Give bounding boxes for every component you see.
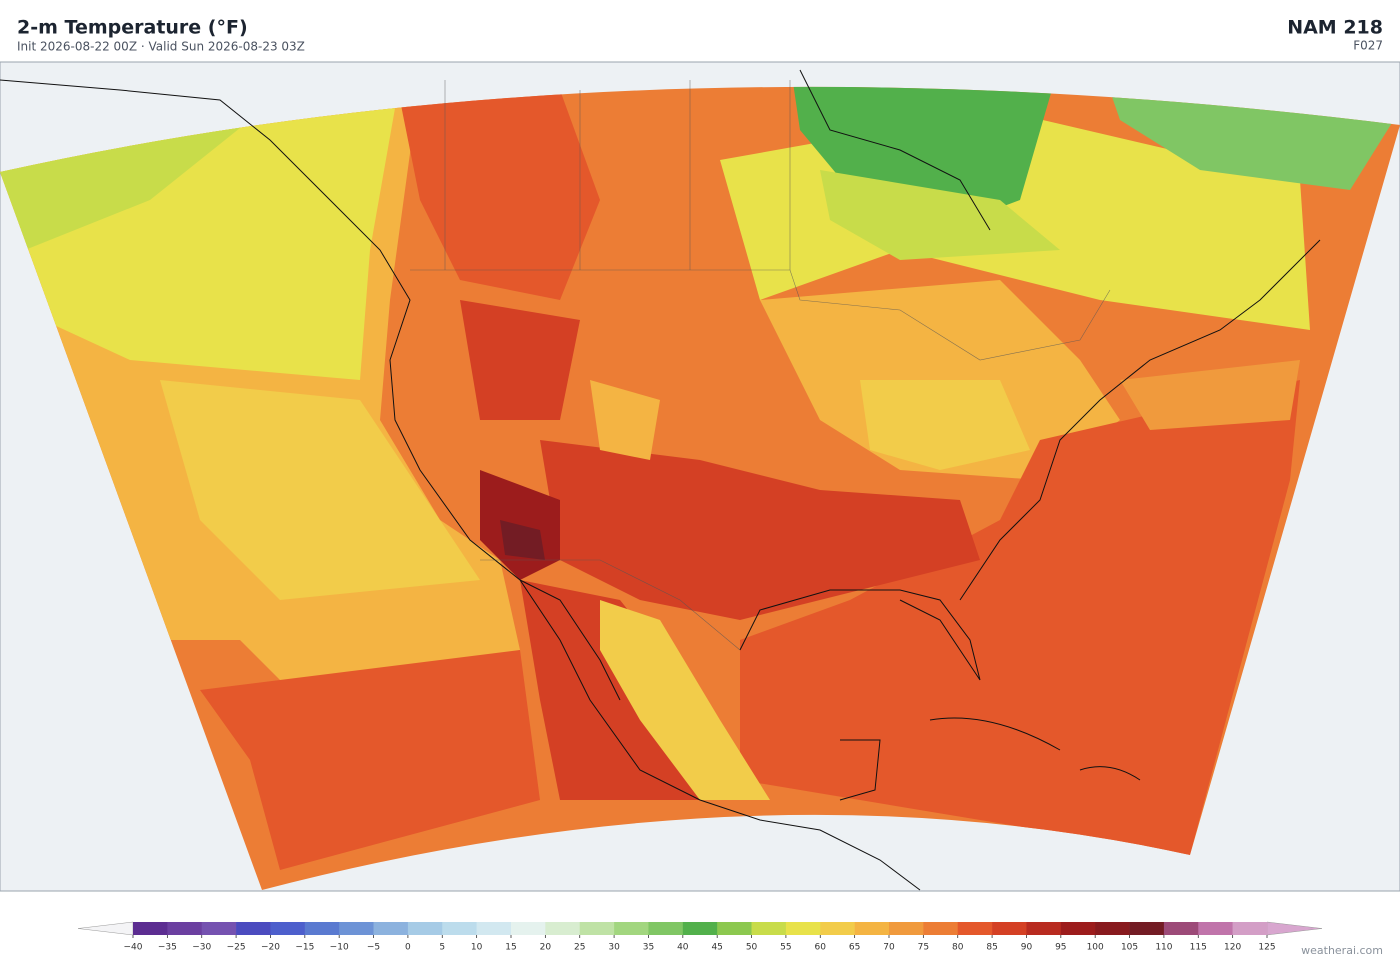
colorbar-bin — [992, 922, 1027, 935]
colorbar-bin — [545, 922, 581, 935]
colorbar-bin — [167, 922, 203, 935]
colorbar-tick-label: 35 — [643, 943, 654, 953]
colorbar-bin — [682, 922, 718, 935]
colorbar-tick-label: 85 — [986, 943, 997, 953]
colorbar-tick-label: −10 — [330, 943, 349, 953]
colorbar-tick-label: 70 — [883, 943, 895, 953]
colorbar-tick-label: −25 — [227, 943, 246, 953]
colorbar-bin — [1163, 922, 1199, 935]
colorbar-tick-label: −15 — [295, 943, 314, 953]
colorbar-bin — [1129, 922, 1165, 935]
colorbar-bin — [820, 922, 855, 935]
colorbar-bin — [923, 922, 959, 935]
coastlines — [0, 69, 1321, 891]
colorbar-tick-label: 115 — [1190, 943, 1207, 953]
borders — [410, 80, 1111, 651]
colorbar-tick-label: 15 — [505, 943, 516, 953]
colorbar-tick-label: 55 — [780, 943, 791, 953]
subtitle: Init 2026-08-22 00Z · Valid Sun 2026-08-… — [17, 40, 305, 54]
colorbar: −40 −35 −30 −25 −20 −15 −10 −5 0 5 10 15 20 25 30 35 40 4… — [77, 921, 1323, 953]
colorbar-tick-label: 40 — [677, 943, 689, 953]
colorbar-tick-label: 100 — [1087, 943, 1104, 953]
colorbar-tick-label: 45 — [711, 943, 722, 953]
colorbar-tick-label: −20 — [261, 943, 280, 953]
colorbar-bin — [133, 922, 168, 935]
colorbar-bin — [854, 922, 890, 935]
colorbar-bin — [304, 922, 340, 935]
colorbar-bin — [407, 922, 443, 935]
colorbar-bin — [785, 922, 821, 935]
colorbar-tick-label: 105 — [1121, 943, 1138, 953]
model-name: NAM 218 — [1287, 17, 1383, 39]
colorbar-tick-label: 30 — [608, 943, 620, 953]
colorbar-bin — [236, 922, 271, 935]
colorbar-bin — [476, 922, 512, 935]
colorbar-tick-label: 50 — [746, 943, 758, 953]
colorbar-tick-label: 125 — [1258, 943, 1275, 953]
colorbar-bin — [648, 922, 684, 935]
title: 2-m Temperature (°F) — [17, 17, 248, 39]
colorbar-tick-label: 10 — [471, 943, 483, 953]
colorbar-bin — [889, 922, 924, 935]
colorbar-bin — [270, 922, 306, 935]
colorbar-bin — [1198, 922, 1233, 935]
colorbar-tick-label: 5 — [439, 943, 445, 953]
colorbar-tick-label: 60 — [815, 943, 827, 953]
colorbar-under — [77, 921, 134, 936]
colorbar-tick-label: 95 — [1055, 943, 1066, 953]
temperature-field — [0, 86, 1400, 891]
colorbar-bin — [511, 922, 546, 935]
colorbar-bin — [1095, 922, 1130, 935]
colorbar-tick-label: 75 — [918, 943, 929, 953]
colorbar-tick-label: 20 — [540, 943, 552, 953]
colorbar-tick-label: 110 — [1155, 943, 1172, 953]
colorbar-tick-label: 120 — [1224, 943, 1241, 953]
colorbar-bin — [339, 922, 374, 935]
colorbar-tick-label: −30 — [192, 943, 211, 953]
colorbar-tick-label: 0 — [405, 943, 411, 953]
colorbar-tick-label: 90 — [1021, 943, 1033, 953]
colorbar-bin — [751, 922, 787, 935]
colorbar-bin — [717, 922, 752, 935]
colorbar-bin — [579, 922, 615, 935]
colorbar-bin — [373, 922, 409, 935]
colorbar-bin — [442, 922, 477, 935]
colorbar-tick-label: −35 — [158, 943, 177, 953]
colorbar-tick-label: 65 — [849, 943, 860, 953]
colorbar-bin — [614, 922, 649, 935]
colorbar-over — [1266, 921, 1323, 936]
colorbar-bin — [1060, 922, 1096, 935]
colorbar-tick-label: −40 — [124, 943, 143, 953]
colorbar-bin — [957, 922, 993, 935]
colorbar-bin — [201, 922, 237, 935]
colorbar-tick-label: 25 — [574, 943, 585, 953]
forecast-hour: F027 — [1353, 39, 1383, 53]
credit: weatherai.com — [1301, 944, 1383, 957]
colorbar-bin — [1232, 922, 1268, 935]
colorbar-tick-label: 80 — [952, 943, 964, 953]
colorbar-bin — [1026, 922, 1062, 935]
colorbar-tick-label: −5 — [367, 943, 380, 953]
